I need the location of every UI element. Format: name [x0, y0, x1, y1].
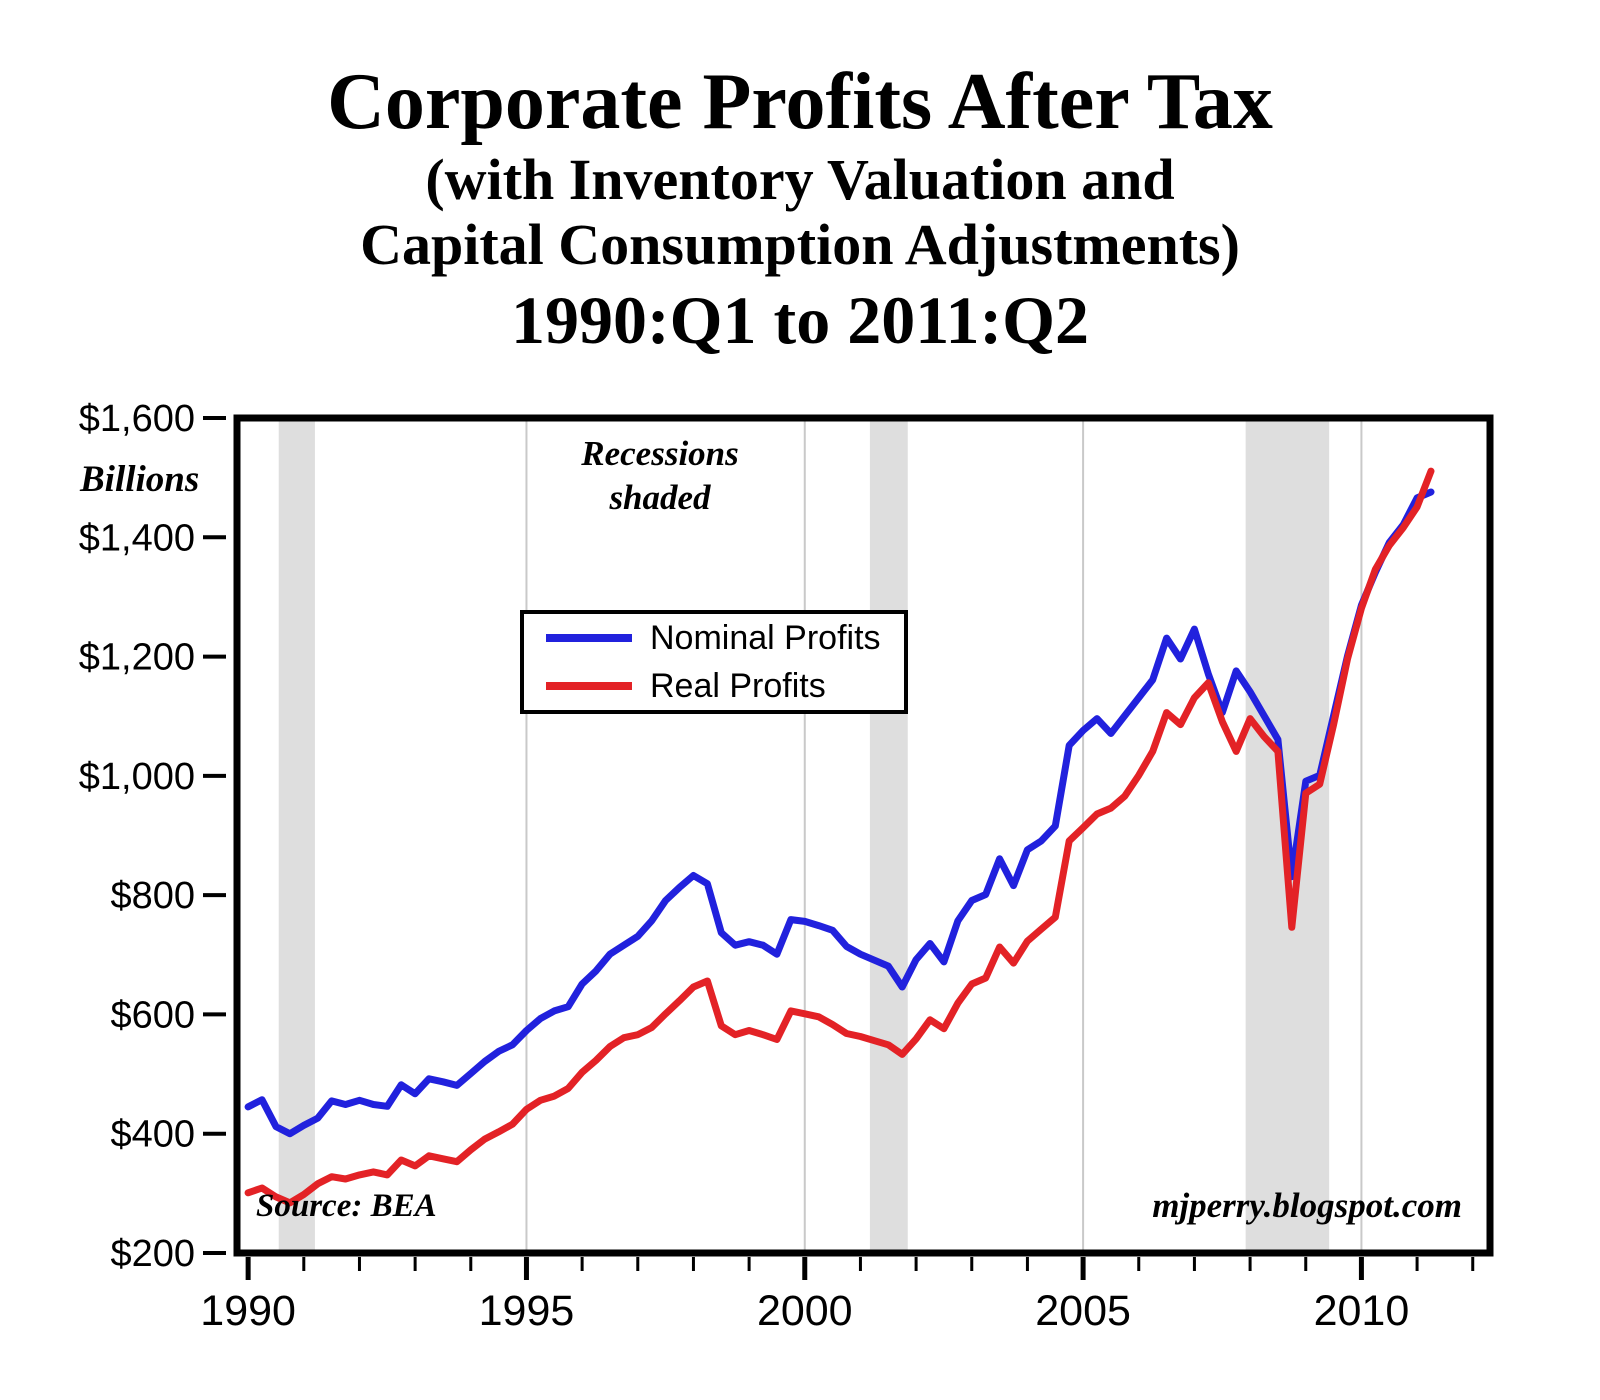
plot-border: [233, 414, 1494, 1257]
legend-row-real: Real Profits: [524, 662, 904, 710]
y-tick-label: $1,000: [79, 756, 195, 798]
x-tick-label: 2010: [1314, 1287, 1410, 1335]
period-label: 1990:Q1 to 2011:Q2: [511, 281, 1089, 358]
real-profits-line-swatch: [546, 682, 632, 690]
x-tick-label: 2005: [1035, 1287, 1131, 1335]
chart-header: Corporate Profits After Tax (with Invent…: [0, 58, 1600, 358]
y-tick-label: $600: [110, 994, 195, 1036]
x-tick-label: 2000: [757, 1287, 853, 1335]
subtitle-line2: Capital Consumption Adjustments): [360, 211, 1240, 277]
legend-row-nominal: Nominal Profits: [524, 614, 904, 662]
y-tick-label: $1,200: [79, 637, 195, 679]
recessions-note-line1: Recessions: [581, 434, 739, 473]
page-title: Corporate Profits After Tax: [327, 58, 1273, 146]
legend: Nominal Profits Real Profits: [520, 610, 908, 714]
legend-label-nominal: Nominal Profits: [650, 618, 881, 657]
y-tick-label: $200: [110, 1233, 195, 1275]
nominal-profits-line-swatch: [546, 634, 632, 642]
source-label: Source: BEA: [256, 1188, 437, 1224]
recession-band: [869, 421, 908, 1250]
y-tick-label: $1,600: [79, 398, 195, 440]
x-tick-label: 1995: [479, 1287, 575, 1335]
x-tick-label: 1990: [200, 1287, 296, 1335]
watermark: mjperry.blogspot.com: [1152, 1186, 1462, 1225]
y-tick-label: $1,400: [79, 517, 195, 559]
y-tick-label: $400: [110, 1114, 195, 1156]
nominal-profits-line: [244, 488, 1435, 1138]
y-tick-label: $800: [110, 875, 195, 917]
y-axis-unit-label: Billions: [80, 459, 200, 500]
subtitle-line1: (with Inventory Valuation and: [425, 146, 1175, 212]
recessions-note-line2: shaded: [609, 477, 711, 517]
real-profits-line: [244, 467, 1435, 1207]
recessions-shaded-note: Recessions shaded: [470, 432, 850, 520]
legend-label-real: Real Profits: [650, 666, 826, 705]
recession-band: [278, 421, 315, 1250]
